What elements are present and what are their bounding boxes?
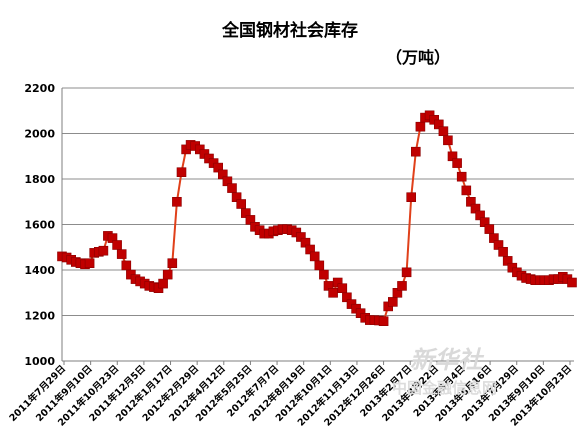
data-point [84, 258, 95, 269]
data-point [158, 278, 168, 289]
y-tick-label: 1200 [24, 310, 55, 323]
data-series [57, 110, 577, 327]
y-tick-label: 1000 [24, 355, 55, 368]
unit-label: （万吨） [386, 48, 450, 67]
data-point [387, 297, 398, 307]
data-point [498, 247, 508, 257]
data-point [176, 167, 187, 177]
data-point [112, 240, 122, 250]
data-point [337, 283, 348, 294]
y-tick-label: 1400 [24, 264, 55, 277]
data-point [378, 316, 389, 327]
data-point [162, 269, 173, 280]
y-tick-label: 1600 [24, 219, 55, 232]
y-tick-label: 2200 [24, 82, 55, 95]
data-point [456, 171, 467, 182]
data-point [438, 126, 449, 136]
watermark-logo: 新华社 [410, 345, 485, 374]
data-point [314, 260, 325, 271]
data-point [98, 245, 109, 256]
data-point [236, 199, 246, 209]
data-point [567, 277, 577, 288]
data-point [121, 260, 132, 271]
data-point [461, 185, 472, 196]
data-point [410, 146, 421, 157]
watermark-site: 中国金融信息网 [392, 379, 497, 397]
y-axis-ticks: 1000 1200 1400 1600 1800 2000 2200 [24, 82, 55, 368]
data-point [406, 192, 417, 202]
chart-title: 全国钢材社会库存 [221, 20, 358, 41]
data-point [319, 269, 329, 280]
data-point [116, 249, 127, 259]
data-point [452, 158, 462, 168]
data-point [309, 251, 320, 262]
data-point [167, 258, 178, 269]
data-point [484, 224, 495, 234]
axes [61, 88, 574, 362]
y-tick-label: 1800 [24, 173, 55, 186]
data-point [443, 135, 453, 146]
data-point [328, 287, 338, 298]
data-point [397, 281, 407, 291]
y-tick-label: 2000 [24, 128, 55, 141]
data-point [227, 183, 237, 193]
data-point [401, 267, 412, 278]
data-point [172, 197, 182, 207]
data-point [415, 121, 426, 132]
